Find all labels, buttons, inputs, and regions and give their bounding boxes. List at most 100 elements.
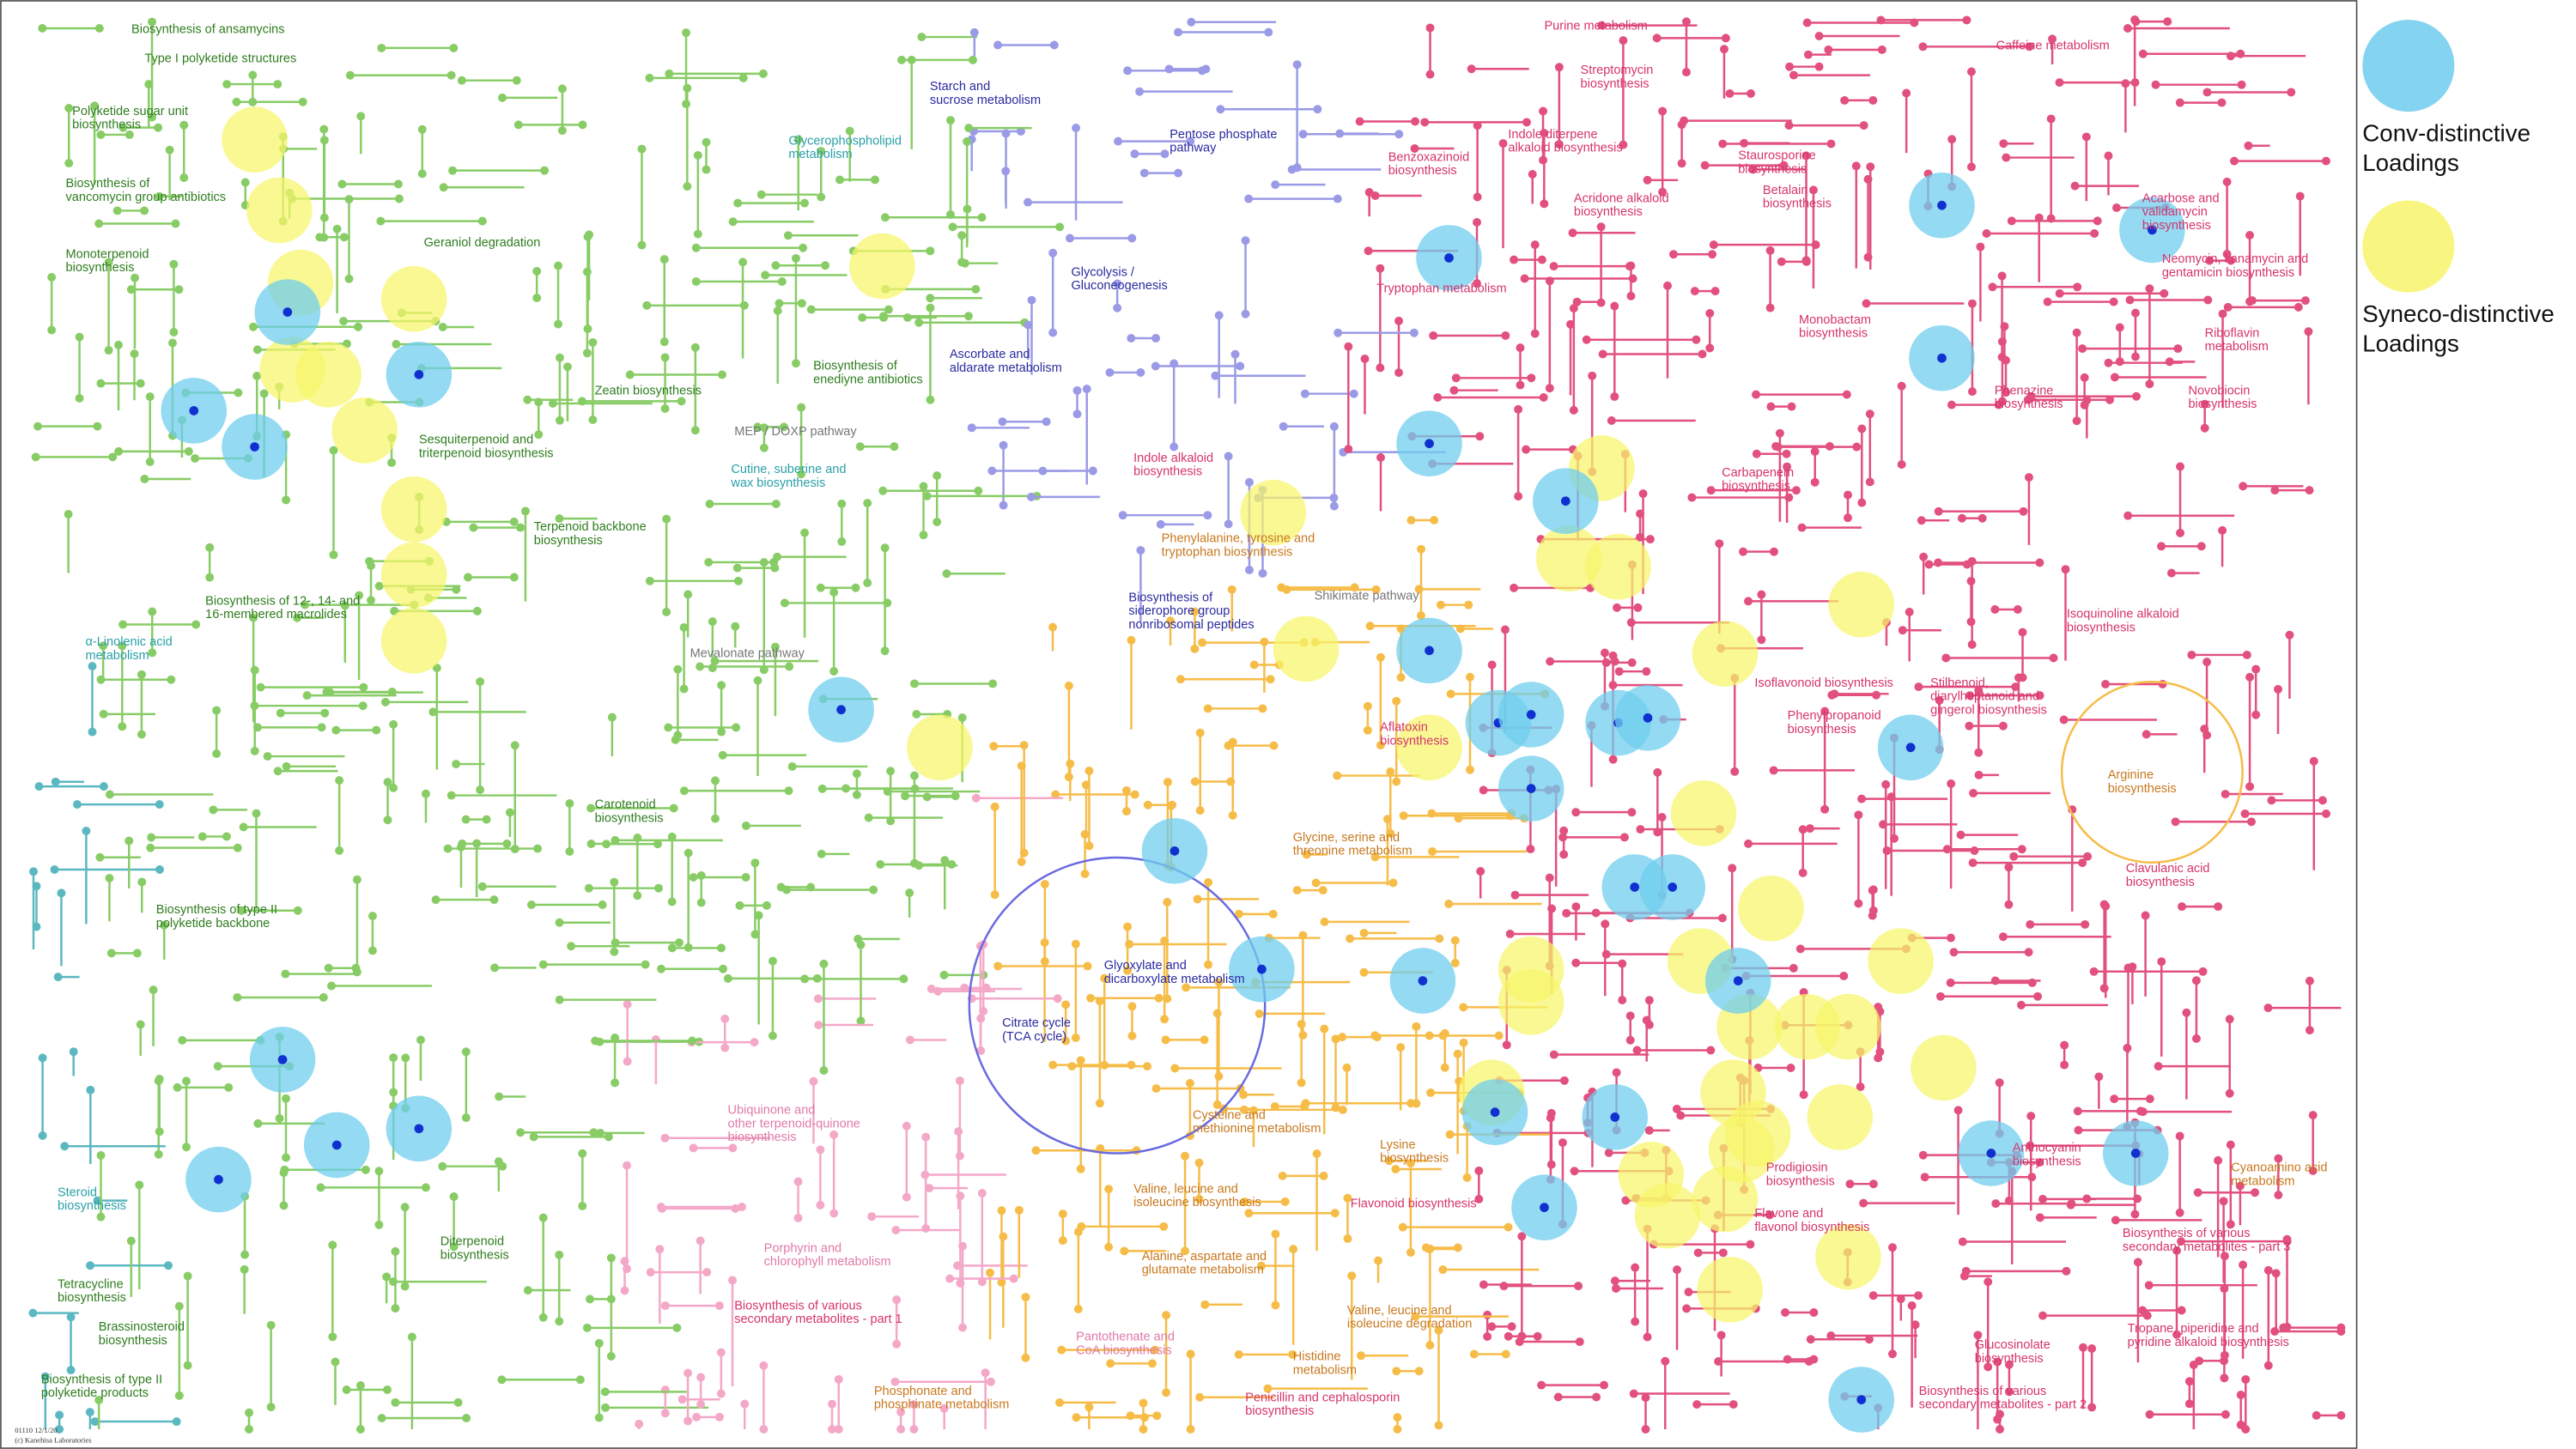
compound-node bbox=[1055, 1397, 1065, 1407]
compound-node bbox=[1425, 1244, 1435, 1253]
compound-node bbox=[2202, 658, 2212, 667]
compound-node bbox=[1619, 833, 1629, 842]
compound-node bbox=[449, 43, 459, 52]
compound-node bbox=[494, 1157, 503, 1167]
compound-node bbox=[1597, 21, 1607, 30]
pathway-label: Indole alkaloid bbox=[1133, 452, 1213, 465]
compound-node bbox=[144, 80, 154, 89]
compound-node bbox=[784, 786, 793, 796]
pathway-label: Isoflavonoid biosynthesis bbox=[1754, 676, 1893, 690]
compound-node bbox=[2019, 506, 2028, 516]
compound-node bbox=[2287, 88, 2296, 97]
compound-node bbox=[886, 816, 896, 826]
compound-node bbox=[1255, 1009, 1264, 1018]
compound-node bbox=[209, 805, 218, 815]
compound-node bbox=[2080, 373, 2089, 382]
compound-node bbox=[1857, 794, 1866, 803]
compound-node bbox=[2104, 151, 2113, 161]
compound-node bbox=[245, 1425, 253, 1434]
compound-node bbox=[1139, 1398, 1148, 1408]
compound-node bbox=[1879, 820, 1888, 829]
syneco-highlight bbox=[1535, 525, 1602, 591]
compound-node bbox=[60, 1142, 70, 1151]
compound-node bbox=[2220, 1252, 2229, 1261]
compound-node bbox=[1765, 246, 1775, 255]
compound-node bbox=[1120, 1246, 1129, 1256]
pathway-label: Cyanoamino acid bbox=[2231, 1161, 2327, 1175]
pathway-label: Polyketide sugar unit bbox=[72, 105, 188, 118]
conv-node bbox=[1257, 964, 1267, 974]
compound-node bbox=[2125, 295, 2135, 305]
compound-node bbox=[1399, 811, 1408, 821]
syneco-highlight bbox=[1738, 876, 1804, 942]
compound-node bbox=[293, 906, 302, 915]
conv-node bbox=[1733, 976, 1743, 985]
compound-node bbox=[1475, 432, 1485, 441]
compound-node bbox=[1186, 136, 1195, 146]
syneco-highlight bbox=[1692, 621, 1759, 687]
compound-node bbox=[1212, 1100, 1222, 1109]
compound-node bbox=[1338, 1033, 1347, 1042]
compound-node bbox=[1364, 188, 1374, 197]
compound-node bbox=[620, 1257, 629, 1266]
compound-node bbox=[136, 1020, 145, 1029]
compound-node bbox=[2184, 1399, 2194, 1409]
compound-node bbox=[1393, 1413, 1402, 1422]
compound-node bbox=[96, 1212, 106, 1222]
compound-node bbox=[1690, 287, 1699, 296]
compound-node bbox=[1721, 33, 1730, 43]
compound-node bbox=[520, 506, 530, 516]
compound-node bbox=[2055, 288, 2064, 298]
compound-node bbox=[256, 682, 265, 692]
compound-node bbox=[449, 1242, 459, 1252]
compound-node bbox=[1499, 1282, 1509, 1291]
compound-node bbox=[497, 1375, 507, 1385]
compound-node bbox=[1234, 909, 1243, 919]
compound-node bbox=[55, 1425, 64, 1434]
compound-node bbox=[702, 165, 711, 174]
compound-node bbox=[1805, 824, 1814, 834]
compound-node bbox=[837, 537, 847, 546]
compound-node bbox=[2219, 1197, 2228, 1206]
compound-node bbox=[222, 832, 231, 841]
compound-node bbox=[1058, 1236, 1067, 1246]
compound-node bbox=[958, 1241, 968, 1251]
compound-node bbox=[1658, 106, 1668, 116]
compound-node bbox=[1473, 218, 1481, 227]
compound-node bbox=[1182, 983, 1191, 992]
compound-node bbox=[1483, 1310, 1492, 1319]
pathway-label: biosynthesis bbox=[595, 811, 664, 825]
compound-node bbox=[344, 195, 354, 204]
compound-node bbox=[1027, 295, 1036, 305]
compound-node bbox=[88, 662, 97, 671]
pathway-label: alkaloid biosynthesis bbox=[1508, 141, 1622, 155]
compound-node bbox=[565, 846, 574, 856]
compound-node bbox=[252, 723, 262, 732]
compound-node bbox=[1863, 174, 1873, 184]
compound-node bbox=[1852, 442, 1862, 452]
compound-node bbox=[1798, 825, 1807, 834]
compound-node bbox=[1154, 993, 1163, 1003]
compound-node bbox=[1297, 1020, 1306, 1029]
compound-node bbox=[1628, 274, 1637, 283]
compound-node bbox=[1014, 1205, 1024, 1215]
pathway-label: Ubiquinone and bbox=[728, 1104, 816, 1118]
compound-node bbox=[1935, 695, 1944, 705]
compound-node bbox=[855, 442, 865, 452]
pathway-label: isoleucine degradation bbox=[1347, 1318, 1472, 1331]
compound-node bbox=[1072, 1413, 1081, 1422]
compound-node bbox=[2305, 976, 2314, 985]
compound-node bbox=[575, 1375, 585, 1385]
compound-node bbox=[917, 33, 927, 42]
compound-node bbox=[245, 1408, 253, 1417]
compound-node bbox=[1001, 167, 1011, 176]
compound-node bbox=[1752, 390, 1761, 399]
compound-node bbox=[1705, 343, 1715, 353]
pathway-label: tryptophan biosynthesis bbox=[1162, 545, 1293, 559]
compound-node bbox=[389, 1053, 398, 1063]
compound-node bbox=[1113, 279, 1122, 288]
compound-node bbox=[732, 563, 742, 573]
compound-node bbox=[1391, 1165, 1400, 1173]
pathway-label: flavonol biosynthesis bbox=[1754, 1221, 1869, 1234]
pathway-label: Acarbose and bbox=[2142, 191, 2220, 205]
